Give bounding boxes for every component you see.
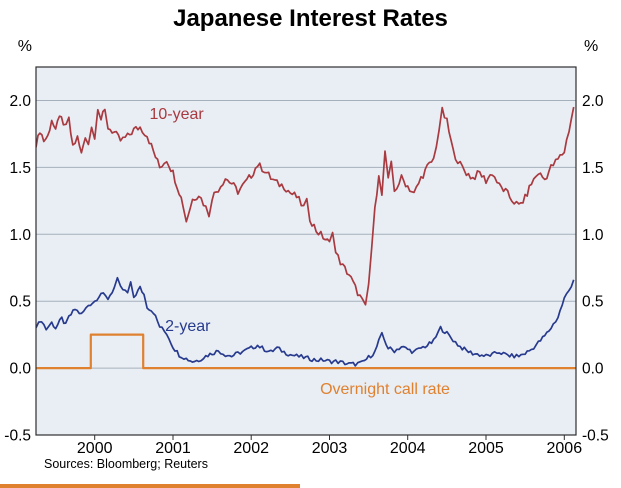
x-tick-label: 2003	[312, 440, 348, 457]
y-tick-label-left: 2.0	[9, 93, 31, 110]
series-2-year-line	[36, 276, 575, 367]
y-tick-label-left: 1.0	[9, 227, 31, 244]
y-tick-label-right: 0.5	[582, 294, 604, 311]
x-tick-label: 2002	[233, 440, 269, 457]
plot-background	[36, 67, 576, 435]
y-tick-label-right: 2.0	[582, 93, 604, 110]
y-tick-label-right: 0.0	[582, 361, 604, 378]
source-note: Sources: Bloomberg; Reuters	[44, 457, 208, 471]
y-tick-label-left: 0.0	[9, 361, 31, 378]
x-tick-label: 2005	[468, 440, 504, 457]
x-tick-label: 2000	[77, 440, 113, 457]
y-tick-label-right: 1.0	[582, 227, 604, 244]
y-tick-label-left: 0.5	[9, 294, 31, 311]
bottom-rule	[0, 484, 300, 488]
y-axis-unit-right: %	[584, 38, 599, 55]
chart-title: Japanese Interest Rates	[173, 5, 448, 32]
y-axis-unit-left: %	[17, 38, 32, 55]
series-10-year-line	[36, 106, 575, 306]
y-tick-label-right: 1.5	[582, 160, 604, 177]
x-tick-label: 2006	[547, 440, 583, 457]
series-label-2-year: 2-year	[165, 317, 211, 335]
y-tick-label-left: 1.5	[9, 160, 31, 177]
y-tick-label-left: -0.5	[4, 428, 31, 445]
x-tick-label: 2004	[390, 440, 426, 457]
series-label-overnight-call-rate: Overnight call rate	[320, 380, 450, 398]
y-tick-label-right: -0.5	[582, 428, 609, 445]
series-label-10-year: 10-year	[149, 106, 204, 124]
series-overnight-call-rate-line	[36, 333, 576, 370]
x-tick-label: 2001	[155, 440, 191, 457]
plot-frame	[35, 66, 577, 436]
